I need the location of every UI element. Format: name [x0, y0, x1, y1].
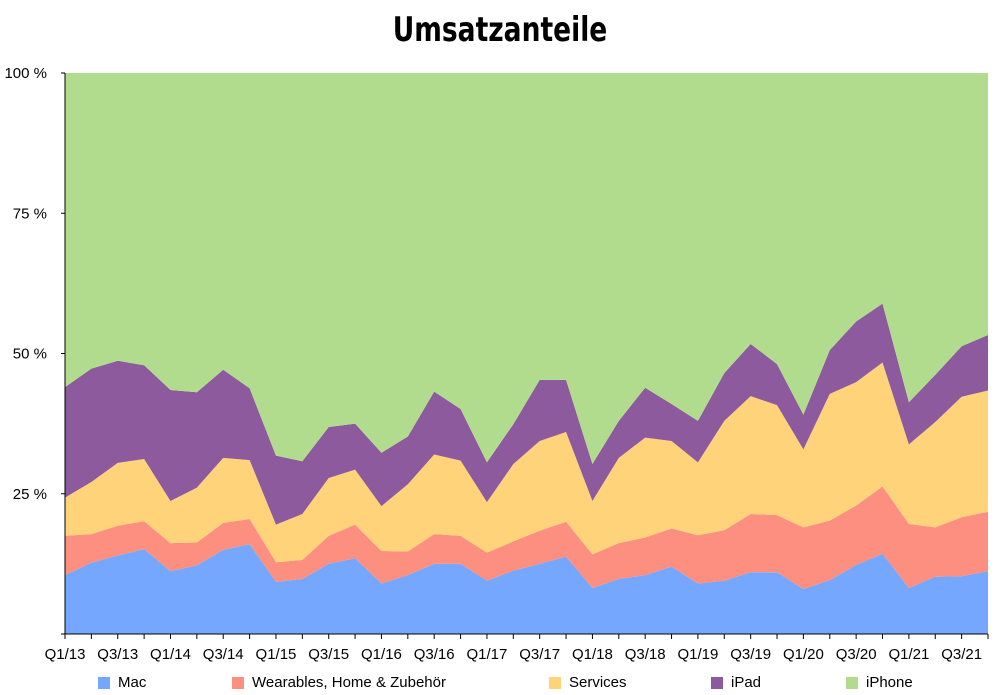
y-tick-label: 100 %	[4, 65, 47, 82]
legend-item: iPhone	[846, 674, 913, 691]
area-iphone	[65, 73, 988, 465]
legend-label: Services	[569, 674, 627, 691]
x-tick-label: Q1/20	[783, 646, 824, 663]
x-tick-label: Q1/18	[572, 646, 613, 663]
legend-item: Wearables, Home & Zubehör	[232, 674, 446, 691]
legend-label: Wearables, Home & Zubehör	[252, 674, 446, 691]
x-tick-label: Q1/19	[677, 646, 718, 663]
legend-swatch	[711, 676, 723, 689]
area-wearables-home-zubeh-r	[65, 486, 988, 590]
x-tick-label: Q3/18	[625, 646, 666, 663]
legend-swatch	[846, 676, 858, 689]
x-tick-label: Q3/16	[414, 646, 455, 663]
legend-label: iPhone	[866, 674, 913, 691]
chart-title: Umsatzanteile	[392, 10, 608, 50]
legend-swatch	[98, 676, 110, 689]
x-tick-label: Q3/13	[97, 646, 138, 663]
legend-swatch	[549, 676, 561, 689]
x-tick-label: Q3/17	[519, 646, 560, 663]
x-tick-label: Q3/19	[730, 646, 771, 663]
area-ipad	[65, 303, 988, 525]
legend-item: Mac	[98, 674, 146, 691]
legend-label: iPad	[731, 674, 762, 691]
area-services	[65, 362, 988, 563]
x-tick-label: Q1/13	[45, 646, 86, 663]
x-tick-label: Q3/21	[941, 646, 982, 663]
y-tick-label: 25 %	[13, 486, 47, 503]
x-tick-label: Q1/17	[467, 646, 508, 663]
legend-swatch	[232, 676, 244, 689]
legend: Mac Wearables, Home & Zubehör Services iPad…	[0, 674, 1000, 694]
legend-label: Mac	[118, 674, 147, 691]
y-tick-label: 50 %	[13, 346, 47, 363]
legend-item: Services	[549, 674, 627, 691]
x-tick-label: Q3/15	[308, 646, 349, 663]
x-tick-label: Q1/21	[888, 646, 929, 663]
x-tick-label: Q3/20	[836, 646, 877, 663]
area-mac	[65, 544, 988, 634]
x-tick-label: Q1/14	[150, 646, 191, 663]
axes: 25 % 50 % 75 % 100 % Q1/13 Q3/13 Q1/14 Q3/14 Q1/…	[4, 65, 989, 663]
x-tick-label: Q1/16	[361, 646, 402, 663]
x-tick-label: Q3/14	[203, 646, 244, 663]
y-tick-label: 75 %	[13, 205, 47, 222]
legend-item: iPad	[711, 674, 761, 691]
x-tick-label: Q1/15	[256, 646, 297, 663]
series-areas	[65, 73, 988, 634]
